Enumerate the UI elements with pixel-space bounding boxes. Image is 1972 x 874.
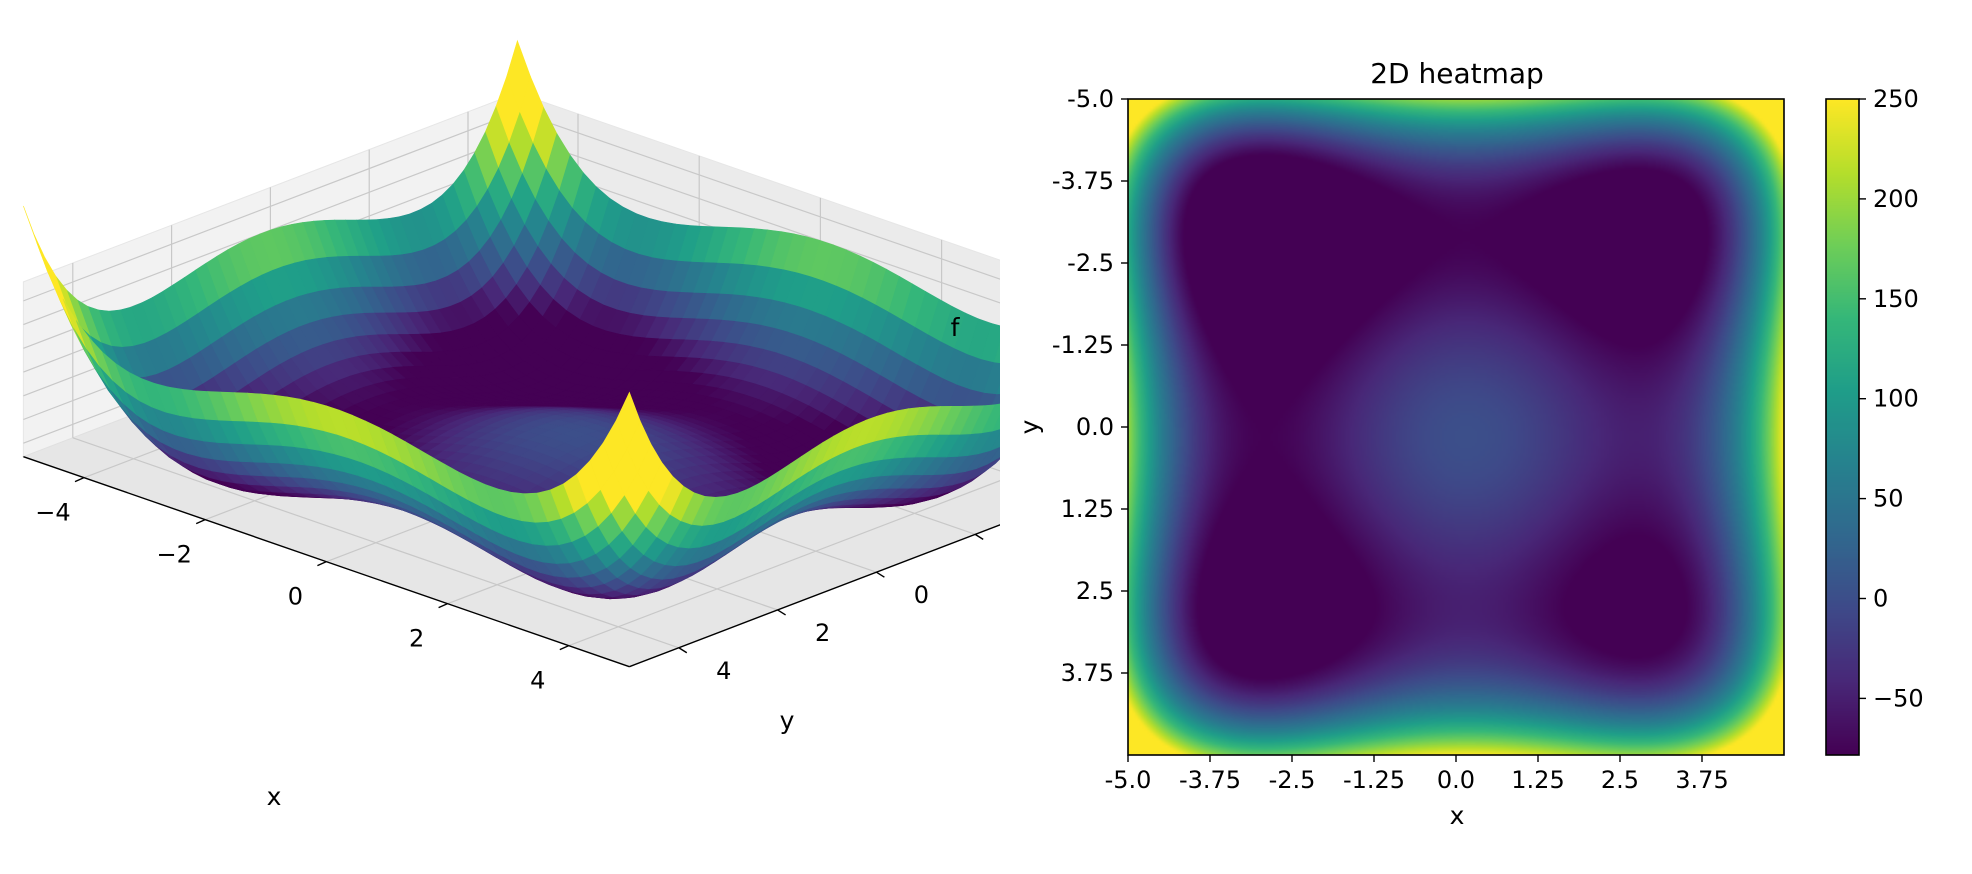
heatmap-x-tick-label: -1.25	[1343, 766, 1405, 794]
colorbar-tick-label: 200	[1873, 185, 1919, 213]
x-tick-label: −4	[35, 499, 70, 527]
y-tick-mark	[678, 647, 688, 654]
colorbar-tick-label: 50	[1873, 485, 1904, 513]
x-tick-label: 2	[409, 625, 424, 653]
surface-xlabel: x	[267, 782, 282, 811]
y-tick-mark	[974, 533, 984, 540]
heatmap-y-tick-label: -2.5	[1067, 249, 1114, 277]
colorbar-frame	[1825, 98, 1860, 756]
surface-mesh	[23, 39, 1097, 600]
grid-floor-y	[72, 437, 679, 649]
surface-facet	[1039, 362, 1063, 401]
x-tick-mark	[559, 645, 570, 651]
grid-wall-z	[23, 111, 518, 302]
surface-facet	[997, 454, 1000, 459]
colorbar-ticks: −50 0 50 100 150 200 250	[1859, 85, 1924, 712]
y-tick-label: 4	[716, 657, 731, 685]
surface-facet	[996, 383, 1000, 395]
x-axis-line	[23, 456, 630, 668]
colorbar-tick-label: 250	[1873, 85, 1919, 113]
heatmap-x-tick-label: -3.75	[1179, 766, 1241, 794]
surface-facet	[1020, 325, 1044, 364]
surface-facet	[1041, 369, 1065, 408]
surface-facet	[1043, 368, 1067, 408]
y-tick-label: −2	[1003, 543, 1038, 571]
heatmap-x-tick-label: 0.0	[1437, 766, 1475, 794]
surface-facet	[1035, 371, 1059, 410]
y-tick-mark	[876, 571, 885, 578]
heatmap-x-tick-label: 1.25	[1511, 766, 1564, 794]
heatmap-panel: 2D heatmap -5.0 -3.75 -2.5 -1.25 0.0 1.25 2.5 3…	[1015, 57, 1924, 830]
grid-wall-z	[517, 111, 1000, 280]
heatmap-ylabel: y	[1015, 419, 1044, 434]
x-tick-mark	[317, 561, 327, 567]
surface-facet	[1024, 381, 1048, 417]
x-tick-mark	[438, 603, 448, 609]
surface-facet	[993, 341, 1000, 364]
heatmap-title: 2D heatmap	[1370, 57, 1544, 90]
heatmap-xlabel: x	[1450, 801, 1465, 830]
heatmap-image	[1128, 99, 1784, 755]
x-tick-mark	[195, 519, 206, 525]
x-tick-label: 0	[288, 583, 303, 611]
y-tick-label: 0	[914, 581, 929, 609]
x-tick-mark	[74, 477, 85, 483]
colorbar-tick-label: 0	[1873, 584, 1888, 612]
surface-facet	[1046, 357, 1070, 399]
heatmap-y-tick-label: 1.25	[1061, 495, 1114, 523]
x-tick-label: 4	[530, 667, 545, 695]
surface-facet	[615, 391, 641, 450]
heatmap-y-tick-label: 0.0	[1076, 413, 1114, 441]
y-tick-label: 2	[815, 619, 830, 647]
heatmap-y-tick-label: -1.25	[1052, 331, 1114, 359]
surface-facet	[1028, 387, 1052, 422]
y-tick-mark	[777, 609, 786, 616]
colorbar-tick-label: 150	[1873, 285, 1919, 313]
colorbar-image	[1826, 99, 1859, 755]
heatmap-y-tick-label: 3.75	[1061, 659, 1114, 687]
heatmap-x-tick-label: -2.5	[1269, 766, 1316, 794]
surface-facet	[1033, 385, 1057, 422]
surface-facet	[1073, 278, 1097, 332]
heatmap-ticks: -5.0 -3.75 -2.5 -1.25 0.0 1.25 2.5 3.75 -5.0 -3.7…	[1052, 85, 1729, 794]
heatmap-x-tick-label: 2.5	[1601, 766, 1639, 794]
heatmap-y-tick-label: -3.75	[1052, 167, 1114, 195]
surface-facet	[998, 416, 1000, 420]
colorbar-tick-label: −50	[1873, 684, 1924, 712]
x-tick-label: −2	[157, 541, 192, 569]
surface-ylabel: y	[780, 706, 795, 735]
surface-facet	[1007, 328, 1031, 364]
surface-facet	[1010, 360, 1034, 394]
surface-facet	[1025, 375, 1049, 410]
surface-facet	[1014, 390, 1038, 424]
surface-zlabel: f	[951, 313, 961, 342]
heatmap-y-tick-label: -5.0	[1067, 85, 1114, 113]
surface-facet	[1023, 354, 1047, 391]
heatmap-x-tick-label: 3.75	[1675, 766, 1728, 794]
surface-facet	[1012, 385, 1036, 417]
heatmap-y-tick-label: 2.5	[1076, 577, 1114, 605]
heatmap-x-tick-label: -5.0	[1105, 766, 1152, 794]
colorbar-tick-label: 100	[1873, 385, 1919, 413]
